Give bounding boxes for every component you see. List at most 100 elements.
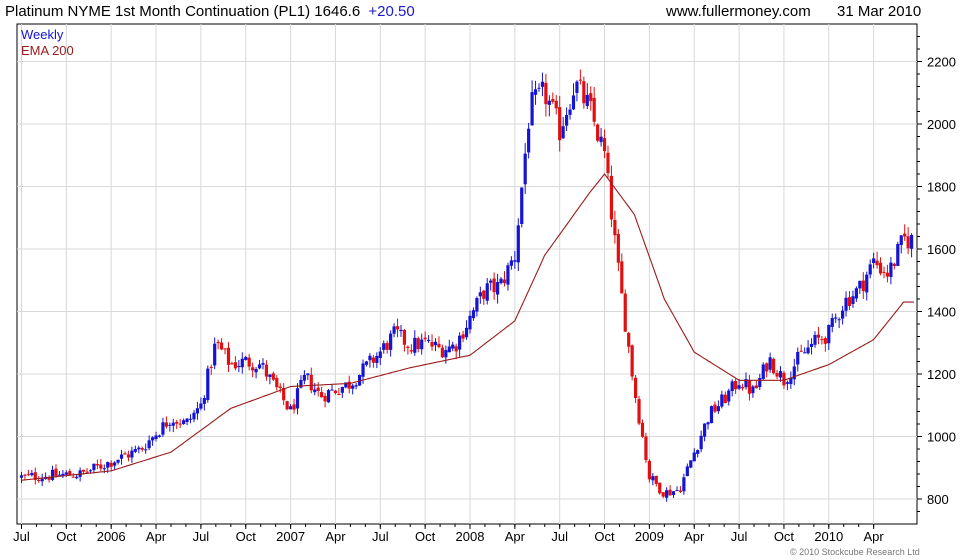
candle-body — [809, 343, 814, 347]
candle-body — [437, 343, 441, 348]
candle-body — [723, 394, 727, 404]
candle-body — [495, 282, 500, 295]
candle-body — [620, 261, 624, 294]
x-tick-label: Jul — [551, 529, 568, 544]
x-tick-label: 2008 — [456, 529, 485, 544]
candle-body — [251, 367, 255, 371]
candle-body — [637, 399, 641, 424]
candle-body — [478, 292, 482, 297]
candle-body — [727, 390, 731, 402]
candle-body — [623, 293, 627, 332]
candle-body — [195, 408, 200, 414]
candle-body — [851, 296, 855, 304]
candle-body — [889, 262, 893, 277]
x-tick-label: Oct — [774, 529, 795, 544]
candle-body — [716, 406, 720, 412]
candle-body — [689, 460, 693, 468]
candle-body — [206, 368, 210, 400]
candle-body — [116, 459, 120, 463]
candle-body — [596, 124, 600, 141]
candle-body — [440, 347, 444, 358]
candle-body — [740, 387, 745, 389]
candle-body — [409, 350, 413, 352]
candle-body — [257, 364, 262, 369]
candle-body — [175, 421, 179, 424]
candle-body — [420, 339, 424, 350]
candle-body — [247, 357, 251, 367]
candle-body — [464, 327, 469, 338]
candle-body — [254, 368, 258, 373]
candle-body — [492, 278, 496, 293]
candle-body — [185, 418, 189, 422]
candle-body — [192, 412, 196, 420]
y-tick-label: 2000 — [927, 117, 956, 132]
candle-body — [219, 342, 224, 350]
candle-body — [575, 81, 579, 93]
candle-body — [213, 343, 217, 366]
candle-body — [640, 422, 645, 437]
candle-body — [102, 468, 106, 470]
candle-body — [316, 387, 320, 391]
candle-body — [392, 326, 396, 334]
candle-body — [834, 317, 838, 319]
candle-body — [844, 297, 848, 311]
candle-body — [95, 464, 99, 466]
candle-body — [872, 258, 876, 264]
candle-body — [361, 363, 365, 377]
x-tick-label: Apr — [684, 529, 705, 544]
candle-body — [502, 279, 507, 284]
candle-body — [561, 126, 565, 139]
candle-body — [150, 437, 155, 441]
candle-body — [906, 236, 910, 249]
y-tick-label: 2200 — [927, 55, 956, 70]
candle-body — [261, 363, 265, 365]
candle-body — [882, 271, 886, 273]
candle-body — [433, 341, 438, 346]
candle-body — [33, 472, 37, 480]
candle-body — [223, 348, 227, 350]
candle-body — [627, 332, 631, 347]
x-tick-label: Apr — [325, 529, 346, 544]
candle-body — [81, 469, 86, 472]
candle-body — [50, 469, 55, 480]
candle-body — [827, 325, 831, 344]
candle-body — [671, 491, 676, 496]
candle-body — [23, 474, 27, 476]
candle-body — [413, 337, 417, 353]
candle-body — [606, 152, 610, 174]
x-tick-label: 2009 — [635, 529, 664, 544]
candle-body — [609, 175, 614, 220]
candle-body — [30, 473, 34, 476]
candle-body — [320, 392, 324, 398]
candle-body — [658, 482, 662, 494]
candle-body — [858, 280, 862, 289]
candle-body — [885, 272, 890, 277]
candle-body — [820, 339, 824, 341]
candle-body — [402, 329, 407, 345]
ema-200-line — [21, 173, 914, 481]
candle-body — [892, 263, 896, 266]
candle-body — [68, 471, 72, 476]
candle-body — [451, 344, 455, 349]
candle-body — [202, 398, 206, 404]
candle-body — [782, 372, 786, 386]
candle-body — [344, 382, 348, 388]
candle-body — [54, 468, 58, 477]
candle-body — [823, 338, 827, 344]
x-tick-label: 2007 — [276, 529, 305, 544]
candle-body — [720, 394, 724, 407]
candle-body — [551, 99, 555, 102]
candle-body — [692, 452, 696, 462]
candle-body — [489, 280, 493, 283]
candle-body — [333, 390, 338, 394]
price-change: +20.50 — [368, 3, 414, 20]
candle-body — [351, 385, 355, 389]
candle-body — [775, 373, 779, 377]
source-site: www.fullermoney.com — [665, 3, 811, 20]
candle-body — [571, 95, 576, 110]
candle-body — [896, 244, 900, 266]
candle-body — [137, 447, 141, 450]
y-tick-label: 1200 — [927, 367, 956, 382]
candle-body — [647, 460, 651, 480]
candle-body — [340, 386, 344, 393]
